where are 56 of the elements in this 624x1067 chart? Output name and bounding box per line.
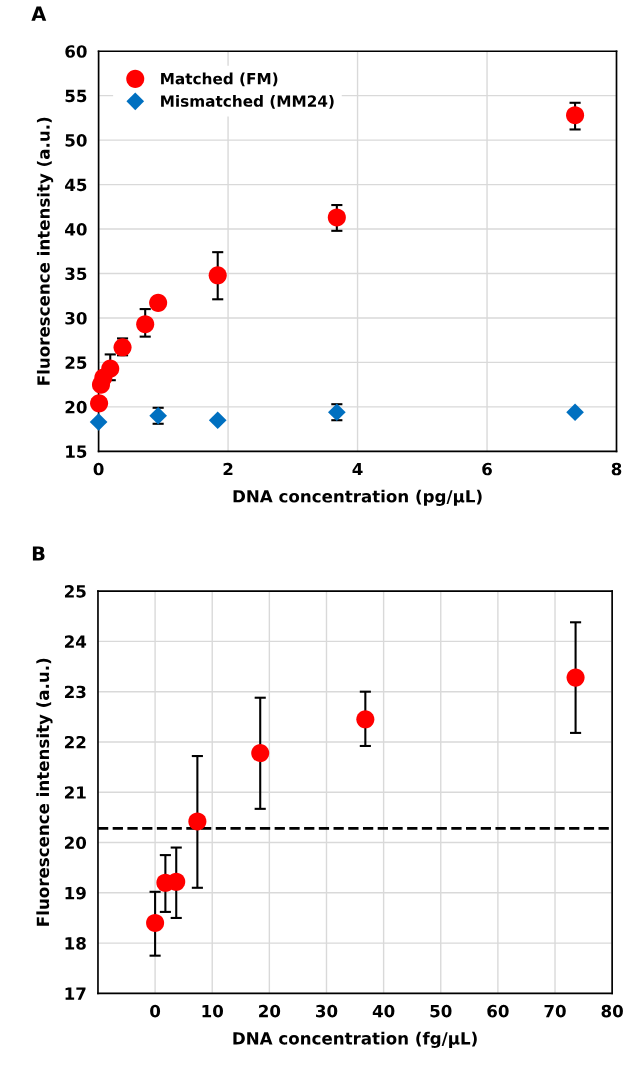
y-tick-label: 60 <box>65 45 87 58</box>
chart-title: B <box>32 546 45 561</box>
point <box>356 710 375 729</box>
y-tick-label: 40 <box>65 223 87 236</box>
y-tick-label: 19 <box>65 886 86 900</box>
x-tick-label: 40 <box>372 1004 395 1018</box>
point <box>251 744 270 763</box>
x-tick-label: 20 <box>259 1004 281 1018</box>
chart-title: A <box>31 6 47 21</box>
y-tick-label: 55 <box>65 89 87 103</box>
x-tick-label: 30 <box>316 1004 338 1018</box>
x-tick-label: 10 <box>202 1004 224 1018</box>
y-tick-label: 18 <box>65 937 86 950</box>
point <box>327 208 346 227</box>
point <box>136 315 155 334</box>
point <box>566 403 584 422</box>
x-tick-label: 0 <box>150 1004 161 1018</box>
y-tick-label: 24 <box>64 635 87 648</box>
y-tick-label: 50 <box>65 134 87 147</box>
legend-label: Matched (FM) <box>161 72 278 87</box>
point <box>566 668 585 687</box>
y-tick-label: 23 <box>64 685 86 699</box>
point <box>149 293 168 312</box>
point <box>89 413 108 431</box>
point <box>101 359 120 378</box>
x-axis-title: DNA concentration (fg/µL) <box>233 1031 477 1048</box>
point <box>208 411 227 430</box>
point <box>188 812 207 831</box>
x-axis-title: DNA concentration (pg/µL) <box>233 489 482 506</box>
point <box>146 913 165 933</box>
legend-label: Mismatched (MM24) <box>161 95 334 109</box>
y-tick-label: 22 <box>64 735 86 749</box>
y-axis-title: Fluorescence intensity (a.u.) <box>36 117 54 385</box>
point <box>90 394 109 413</box>
x-tick-label: 8 <box>611 462 622 476</box>
x-tick-label: 4 <box>352 462 363 476</box>
x-tick-label: 6 <box>482 462 492 476</box>
y-tick-label: 35 <box>65 267 87 281</box>
point <box>566 106 585 125</box>
x-tick-label: 50 <box>430 1004 452 1018</box>
x-tick-label: 80 <box>601 1004 623 1018</box>
y-tick-label: 25 <box>64 585 86 598</box>
y-tick-label: 15 <box>66 445 87 458</box>
y-tick-label: 30 <box>65 311 87 325</box>
x-tick-label: 60 <box>487 1004 509 1018</box>
y-tick-label: 20 <box>64 836 87 850</box>
y-tick-label: 17 <box>65 987 86 1000</box>
x-tick-label: 0 <box>93 462 104 476</box>
y-tick-label: 21 <box>64 786 86 799</box>
y-tick-label: 25 <box>65 356 87 369</box>
y-axis-title: Fluorescence intensity (a.u.) <box>36 658 53 926</box>
y-tick-label: 20 <box>65 400 87 414</box>
point <box>208 266 227 285</box>
x-tick-label: 2 <box>223 462 233 476</box>
x-tick-label: 70 <box>544 1004 566 1018</box>
y-tick-label: 45 <box>65 178 87 192</box>
